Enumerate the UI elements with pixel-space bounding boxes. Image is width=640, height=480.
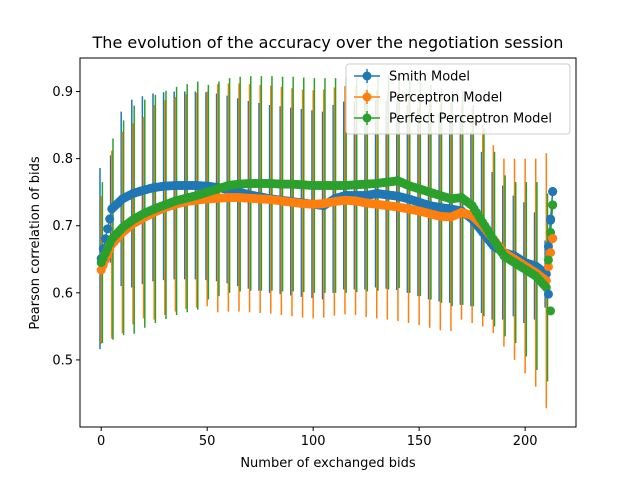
y-axis: 0.5 0.6 0.7 0.8 0.9 xyxy=(52,85,80,368)
legend: Smith Model Perceptron Model Perfect Perce… xyxy=(345,63,571,135)
y-tick-label: 0.9 xyxy=(52,85,73,100)
x-tick-label: 100 xyxy=(301,434,326,449)
legend-label: Smith Model xyxy=(389,70,470,85)
axes-frame xyxy=(79,57,577,428)
y-tick-label: 0.7 xyxy=(52,219,73,234)
data-point xyxy=(548,233,558,243)
x-tick-label: 50 xyxy=(199,434,216,449)
data-point xyxy=(548,187,558,197)
data-point xyxy=(546,306,556,316)
data-point xyxy=(543,289,553,299)
data-point xyxy=(546,215,556,225)
y-axis-label: Pearson correlation of bids xyxy=(28,156,43,329)
x-tick-label: 150 xyxy=(407,434,432,449)
y-tick-label: 0.8 xyxy=(52,152,73,167)
legend-label: Perfect Perceptron Model xyxy=(389,112,552,127)
legend-box xyxy=(345,63,571,135)
data-point xyxy=(543,262,553,272)
data-point xyxy=(548,200,558,210)
series-markers-layer xyxy=(96,176,558,316)
x-tick-label: 200 xyxy=(513,434,538,449)
legend-marker xyxy=(362,71,372,81)
y-tick-label: 0.6 xyxy=(52,286,73,301)
chart-title: The evolution of the accuracy over the n… xyxy=(92,33,564,52)
x-tick-label: 0 xyxy=(97,434,105,449)
data-point xyxy=(103,224,113,234)
legend-marker xyxy=(362,92,372,102)
data-point xyxy=(543,255,553,265)
x-axis-label: Number of exchanged bids xyxy=(240,456,416,471)
data-point xyxy=(105,214,115,224)
x-axis: 0 50 100 150 200 xyxy=(97,427,538,449)
data-point xyxy=(546,248,556,258)
y-tick-label: 0.5 xyxy=(52,353,73,368)
legend-label: Perceptron Model xyxy=(389,91,502,106)
legend-marker xyxy=(362,113,372,123)
